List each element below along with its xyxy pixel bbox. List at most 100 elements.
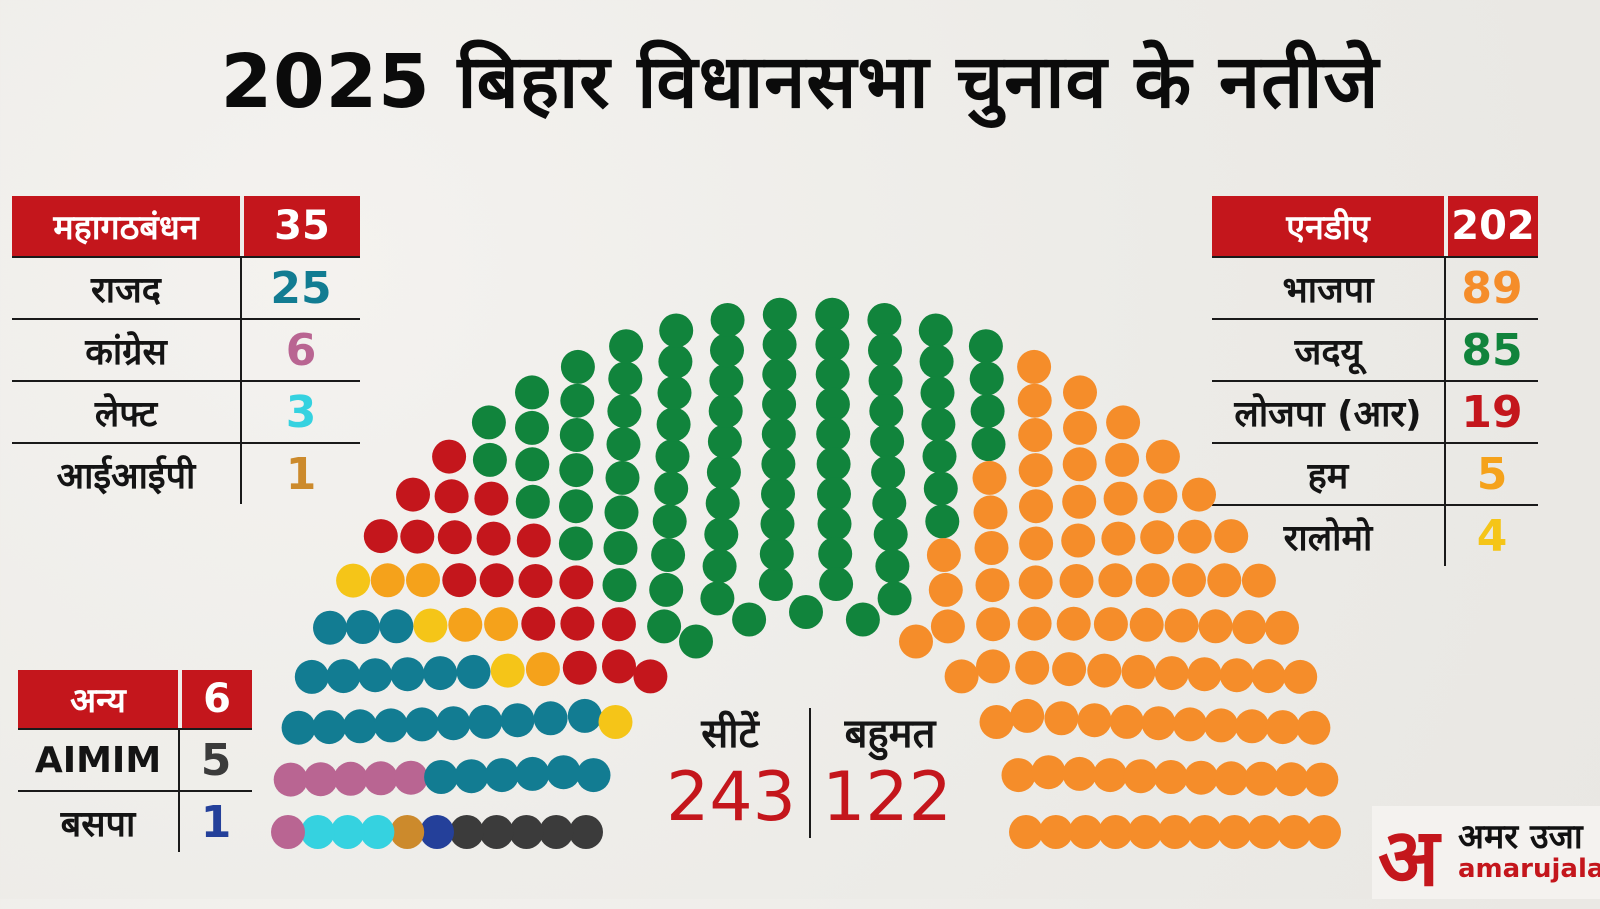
seat-dot [1038, 815, 1073, 849]
seat-dot [358, 658, 393, 693]
seat-dot [707, 424, 742, 459]
seat-dot [1019, 526, 1054, 561]
seat-dot [413, 608, 448, 643]
party-seats: 89 [1444, 258, 1538, 318]
seat-dot [1182, 477, 1216, 512]
party-name: लोजपा (आर) [1234, 393, 1422, 435]
seat-dot [1184, 760, 1219, 795]
seat-dot [1235, 709, 1269, 744]
party-row-ljp: लोजपा (आर) 19 [1212, 380, 1538, 442]
party-name: जदयू [1294, 331, 1362, 373]
seat-dot [521, 606, 556, 641]
seat-dot [1098, 815, 1133, 849]
party-row-ham: हम 5 [1212, 442, 1538, 504]
seat-dot [1232, 610, 1267, 644]
seat-dot [602, 568, 637, 603]
seat-dot [921, 407, 956, 442]
seat-dot [420, 815, 454, 849]
seat-dot [558, 526, 593, 561]
seat-dot [1296, 710, 1331, 745]
seat-dot [370, 563, 405, 598]
seat-dot [601, 607, 636, 642]
seat-dot [471, 405, 506, 440]
seat-dot [1098, 563, 1133, 598]
seat-dot [518, 564, 553, 598]
seat-dot [1207, 563, 1242, 598]
seat-dot [1283, 659, 1318, 694]
seat-dot [1123, 759, 1158, 794]
seat-dot [363, 761, 398, 796]
party-row-jdu: जदयू 85 [1212, 318, 1538, 380]
seat-dot [1265, 710, 1300, 745]
seat-dot [333, 761, 368, 796]
seat-dot [1015, 650, 1050, 685]
seat-dot [390, 815, 425, 849]
seat-dot [930, 609, 965, 644]
seat-dot [609, 329, 644, 364]
seat-dot [559, 453, 594, 488]
seat-dot [761, 447, 796, 481]
seat-dot [515, 484, 550, 519]
seat-dot [1198, 609, 1233, 644]
seat-dot [405, 707, 439, 742]
seat-dot [972, 460, 1007, 495]
majority-label: बहुमत [844, 711, 936, 757]
seat-dot [303, 762, 338, 797]
seat-dot [872, 486, 907, 521]
seat-dot [655, 439, 690, 474]
seat-dot [633, 659, 668, 694]
seat-dot [647, 609, 682, 644]
seat-dot [1164, 608, 1199, 643]
mahagathbandhan-header: महागठबंधन 35 [12, 196, 360, 256]
seat-dot [1219, 658, 1254, 693]
seat-dot [819, 567, 854, 601]
seat-dot [1062, 484, 1097, 519]
party-row-bsp: बसपा 1 [18, 790, 252, 852]
seat-dot [442, 563, 477, 598]
party-name: आईआईपी [56, 455, 196, 497]
seat-dot [313, 610, 347, 645]
seat-dot [1177, 519, 1212, 554]
seat-dot [515, 410, 549, 445]
seat-dot [1204, 708, 1239, 743]
seat-dot [1244, 761, 1279, 796]
alliance-name: अन्य [18, 670, 178, 728]
seat-dot [762, 357, 797, 392]
seat-dot [560, 606, 595, 641]
seat-dot [1061, 523, 1096, 558]
party-seats: 5 [1444, 444, 1538, 504]
summary-divider [809, 708, 811, 838]
others-table: अन्य 6 AIMIM 5 बसपा 1 [18, 670, 252, 852]
seat-dot [360, 815, 395, 849]
seat-dot [816, 417, 851, 452]
seat-dot [515, 375, 549, 410]
seat-dot [1077, 703, 1112, 738]
seat-dot [656, 407, 691, 442]
seat-dot [1121, 654, 1156, 689]
seat-dot [1241, 563, 1276, 598]
seat-dot [1063, 375, 1097, 410]
alliance-name: एनडीए [1212, 196, 1444, 256]
seat-dot [1277, 815, 1312, 849]
seat-dot [400, 519, 435, 554]
seat-dot [1017, 349, 1052, 384]
seat-dot [654, 471, 689, 506]
seat-dot [1059, 564, 1094, 598]
seat-dot [1017, 383, 1052, 418]
seat-dot [516, 523, 551, 558]
seat-dot [974, 531, 1009, 565]
seat-dot [968, 329, 1003, 364]
seat-dot [710, 303, 745, 337]
seat-dot [873, 517, 908, 552]
seat-dot [1017, 606, 1052, 641]
alliance-total: 35 [240, 196, 360, 256]
logo-name: अमर उजा [1458, 817, 1583, 857]
seat-dot [868, 363, 903, 398]
seat-dot [1187, 815, 1222, 849]
seat-dot [560, 383, 595, 418]
party-seats: 19 [1444, 382, 1538, 442]
party-row-rlm: रालोमो 4 [1212, 504, 1538, 566]
party-seats: 3 [240, 382, 360, 442]
seat-dot [759, 536, 794, 571]
seat-dot [969, 361, 1004, 396]
